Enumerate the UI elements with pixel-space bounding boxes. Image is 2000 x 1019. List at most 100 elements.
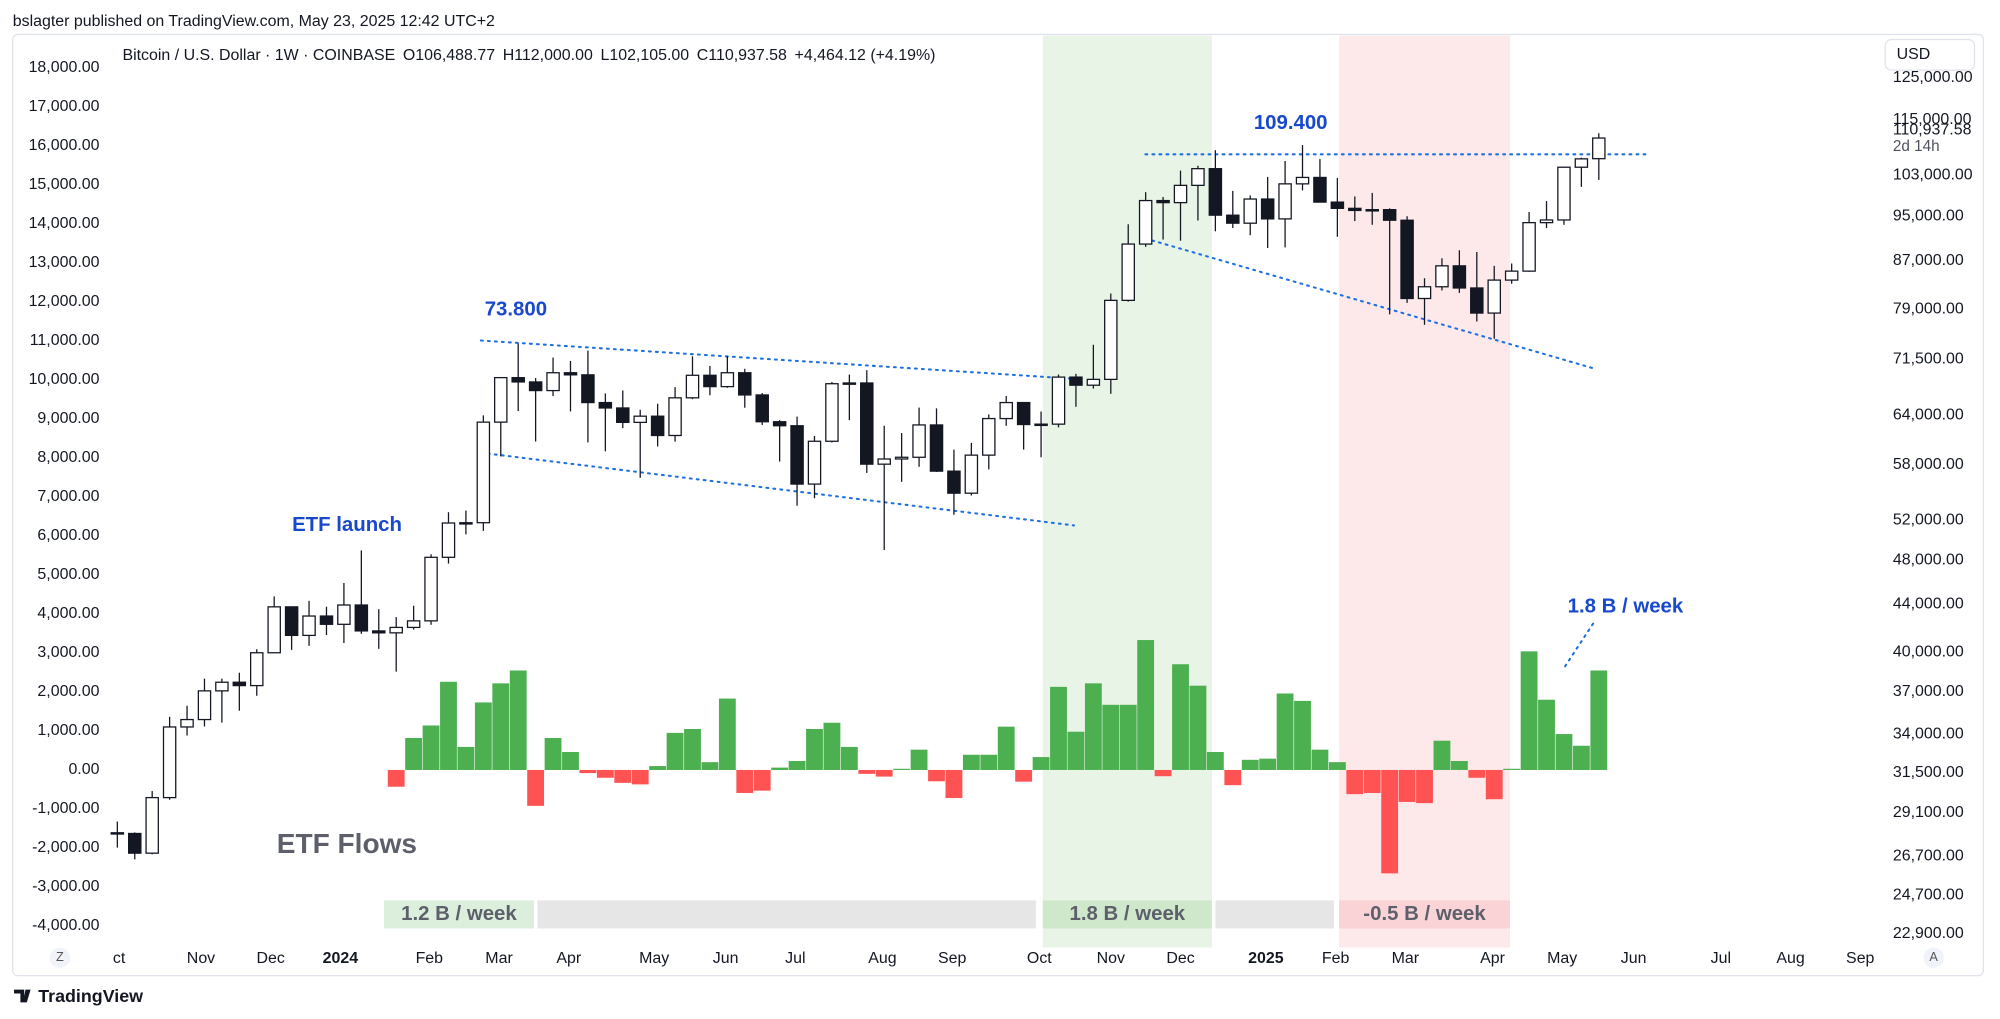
candle-body	[180, 718, 194, 728]
flow-bar	[562, 752, 579, 770]
x-tick-label: Sep	[1846, 950, 1874, 967]
y-tick-label: 0.00	[68, 761, 99, 778]
x-tick-label: Mar	[485, 950, 513, 967]
candle-body	[1226, 214, 1240, 224]
flow-bar	[440, 681, 457, 770]
candle-body	[1400, 219, 1414, 300]
flow-bar	[893, 768, 911, 770]
candle-body	[1382, 209, 1397, 221]
axis-button-label[interactable]: Z	[56, 949, 64, 964]
flow-bar	[1294, 700, 1311, 770]
y-tick-label: 16,000.00	[29, 137, 100, 154]
flow-bar	[718, 698, 736, 770]
candle-body	[511, 376, 525, 383]
candle-body	[546, 372, 560, 392]
chart-frame	[12, 33, 1985, 977]
candle-body	[772, 421, 787, 427]
candle-body	[999, 401, 1013, 420]
y-tick-label: 6,000.00	[37, 527, 99, 544]
flow-bar	[1398, 769, 1416, 802]
flow-bar	[753, 769, 771, 791]
period-box	[1339, 900, 1510, 929]
candle-body	[441, 522, 456, 558]
y2-tick-label: 52,000.00	[1893, 511, 1964, 528]
candle-body	[1138, 199, 1153, 245]
y2-tick-label: 31,500.00	[1893, 764, 1964, 781]
flow-bar	[1503, 768, 1521, 770]
flow-bar	[614, 769, 632, 783]
y-tick-label: 13,000.00	[29, 254, 100, 271]
x-tick-label: Sep	[938, 950, 966, 967]
y-tick-label: 7,000.00	[37, 488, 99, 505]
x-tick-label: 2025	[1248, 950, 1284, 967]
candle-body	[528, 381, 543, 392]
candle-body	[1016, 401, 1031, 426]
x-tick-label: 2024	[323, 950, 359, 967]
x-tick-label: Jun	[713, 950, 739, 967]
candle-body	[1034, 423, 1048, 427]
candle-body	[389, 626, 403, 634]
flow-bar	[1311, 749, 1329, 770]
candle-body	[720, 372, 735, 388]
flow-bar	[387, 769, 405, 787]
candle-body	[877, 458, 891, 465]
legend-change: +4,464.12 (+4.19%)	[795, 47, 936, 64]
flow-bar	[1538, 699, 1555, 770]
candle-body	[929, 424, 944, 472]
currency-button[interactable]	[1884, 38, 1976, 71]
candle-body	[825, 383, 839, 442]
y-tick-label: 18,000.00	[29, 59, 100, 76]
candle-body	[459, 522, 473, 525]
axis-button[interactable]	[49, 947, 71, 968]
y2-tick-label: 26,700.00	[1893, 847, 1964, 864]
x-tick-label: Nov	[1097, 950, 1125, 967]
candle-body	[633, 415, 647, 424]
flow-bar	[1363, 769, 1381, 793]
x-tick-label: Nov	[187, 950, 215, 967]
period-band	[1042, 35, 1212, 948]
annotation: 109.400	[1254, 112, 1328, 134]
y-tick-label: 14,000.00	[29, 215, 100, 232]
axis-button[interactable]	[1923, 947, 1944, 968]
candle-body	[703, 374, 717, 388]
axis-button-label[interactable]: A	[1929, 949, 1938, 964]
flow-bar	[997, 726, 1015, 770]
candle-body	[284, 606, 299, 637]
candle-body	[1208, 168, 1223, 216]
flow-bar	[1015, 769, 1033, 782]
y2-tick-label: 125,000.00	[1893, 69, 1973, 86]
y-tick-label: 12,000.00	[29, 293, 100, 310]
candle-body	[127, 832, 142, 854]
axes-layer: 18,000.00 17,000.00 16,000.00 15,000.00 14,0…	[29, 59, 1973, 967]
candle-body	[215, 681, 229, 692]
y-tick-label: 1,000.00	[37, 722, 99, 739]
publish-note: bslagter published on TradingView.com, M…	[13, 13, 495, 30]
flow-bar	[492, 683, 510, 770]
x-tick-label: Aug	[868, 950, 896, 967]
flow-bar	[858, 769, 876, 774]
x-tick-label: Jul	[1711, 950, 1731, 967]
candle-body	[406, 620, 421, 629]
candle-body	[1522, 222, 1536, 272]
flow-bar	[527, 769, 545, 806]
currency-label[interactable]: USD	[1897, 46, 1931, 63]
pointer-line	[1562, 622, 1595, 670]
flow-bar	[684, 728, 701, 770]
flow-bar	[666, 732, 684, 770]
y2-tick-label: 79,000.00	[1893, 300, 1964, 317]
trend-line	[479, 451, 1075, 527]
candle-body	[1243, 198, 1257, 224]
flows-title: ETF Flows	[277, 828, 417, 859]
annotation: ETF launch	[292, 514, 402, 536]
last-price-label: 110,937.58	[1893, 122, 1972, 139]
candle-body	[581, 374, 595, 404]
annotation: 1.8 B / week	[1568, 595, 1684, 617]
y2-tick-label: 29,100.00	[1893, 804, 1964, 821]
y-tick-label: -2,000.00	[32, 839, 99, 856]
legend-low: L102,105.00	[600, 47, 689, 64]
flow-bar	[1154, 769, 1172, 777]
candle-body	[894, 456, 909, 460]
y-tick-label: 17,000.00	[29, 98, 100, 115]
y2-tick-label: 34,000.00	[1893, 726, 1964, 743]
